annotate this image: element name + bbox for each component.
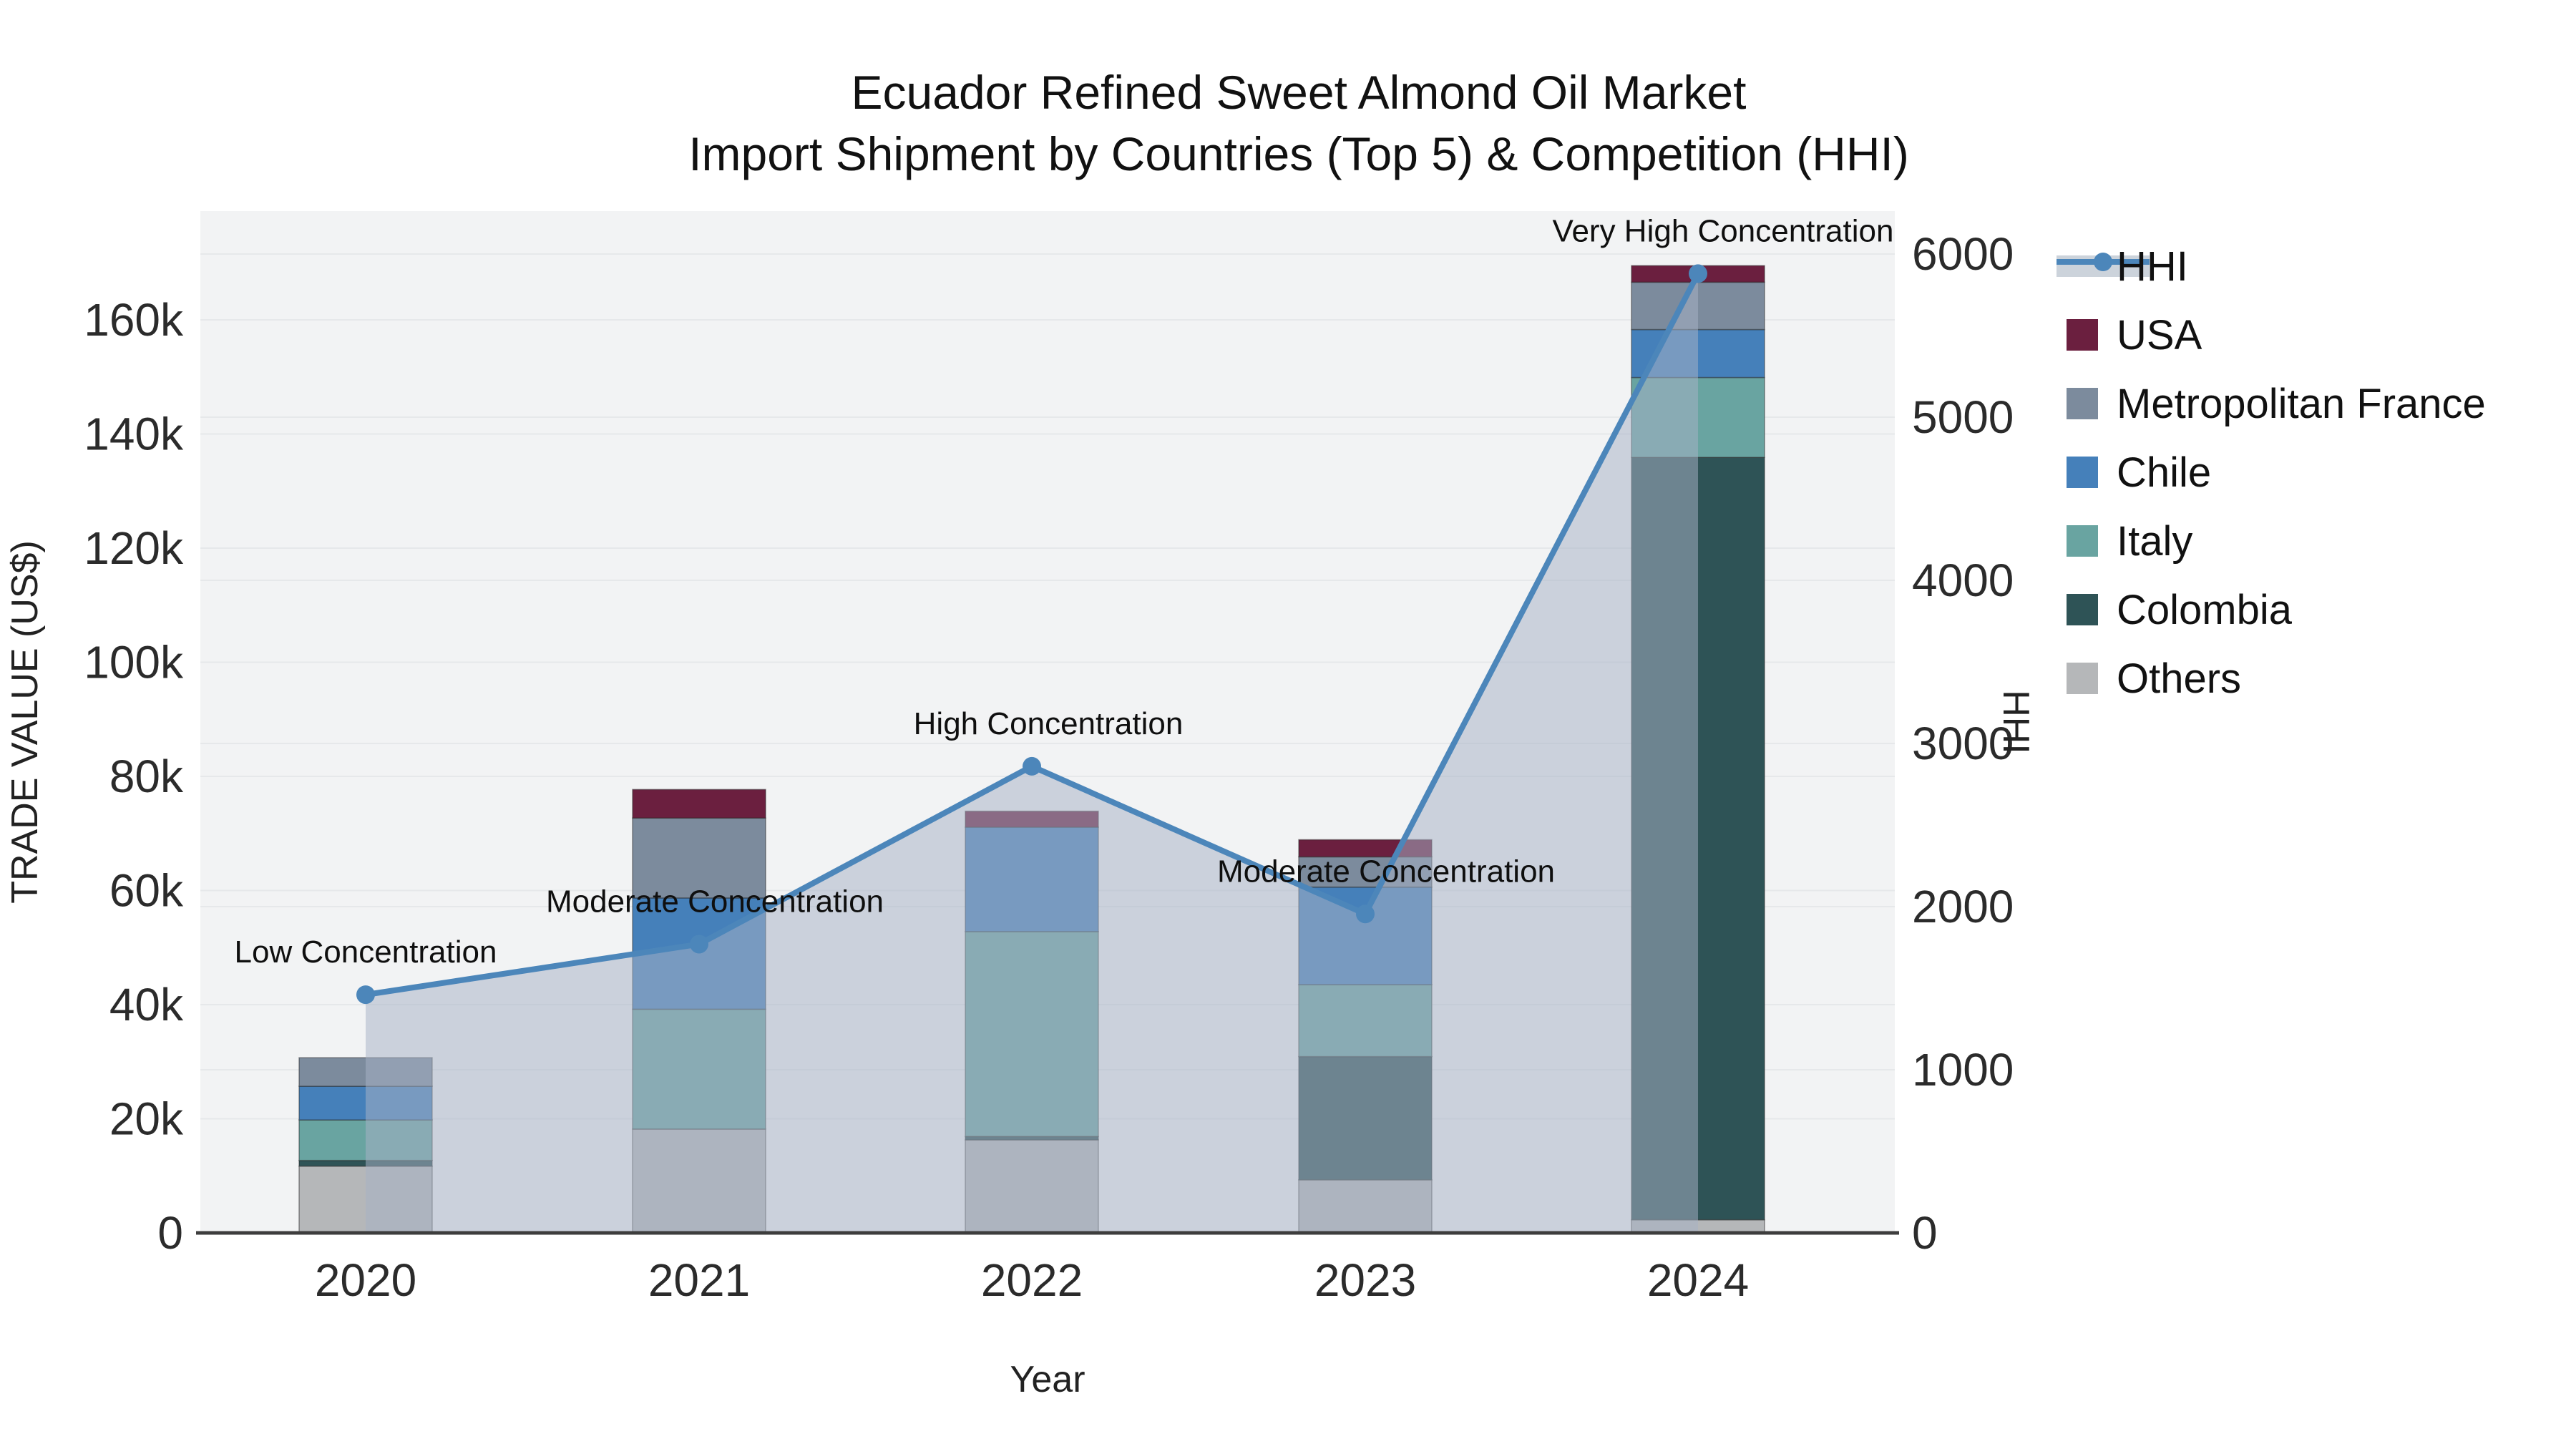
chart-title-line1: Ecuador Refined Sweet Almond Oil Market [852,66,1747,119]
x-tick-2022: 2022 [981,1254,1083,1306]
y-axis-title-left: TRADE VALUE (US$) [4,540,46,904]
annotations: Low Concentration Moderate Concentration H… [235,213,1894,970]
hhi-line-series [356,264,1707,1005]
bar-segment-usa-2021[interactable] [632,789,766,819]
y-left-tick-20k: 20k [109,1093,184,1145]
legend-label: Others [2117,655,2241,702]
hhi-area [366,273,1698,1233]
y-right-tick-1000: 1000 [1912,1044,2014,1096]
legend-label: Metropolitan France [2117,381,2486,427]
legend-swatch-others [2067,663,2098,694]
hhi-marker-2020[interactable] [356,985,375,1005]
legend-swatch-italy [2067,525,2098,557]
x-tick-2024: 2024 [1647,1254,1749,1306]
hhi-marker-2022[interactable] [1023,756,1041,776]
hhi-area-fill [366,273,1698,1233]
legend: HHI USA Metropolitan France Chile Italy Colom… [2057,243,2486,702]
hhi-marker-2021[interactable] [690,935,708,954]
legend-label: USA [2117,312,2202,358]
legend-label: Chile [2117,449,2211,496]
legend-label: HHI [2117,243,2188,290]
annotation-2023: Moderate Concentration [1217,854,1555,889]
y-left-tick-80k: 80k [109,751,184,802]
y-right-tick-4000: 4000 [1912,555,2014,606]
legend-item-hhi[interactable]: HHI [2057,243,2188,290]
hhi-marker-2024[interactable] [1689,264,1707,283]
y-right-tick-0: 0 [1912,1207,1938,1259]
axes: 0 20k 40k 60k 80k 100k 120k 140k 160k 0 1000 2000 30… [84,228,2014,1306]
x-tick-2020: 2020 [315,1254,416,1306]
y-right-tick-5000: 5000 [1912,391,2014,443]
y-left-tick-140k: 140k [84,409,184,460]
legend-item-italy[interactable]: Italy [2067,518,2192,565]
y-left-tick-40k: 40k [109,979,184,1030]
legend-label: Colombia [2117,587,2293,633]
legend-swatch-colombia [2067,594,2098,625]
chart-title-line2: Import Shipment by Countries (Top 5) & C… [688,127,1909,180]
y-left-tick-160k: 160k [84,294,184,346]
legend-item-metropolitan-france[interactable]: Metropolitan France [2067,381,2486,427]
legend-swatch-usa [2067,319,2098,351]
legend-swatch-chile [2067,457,2098,488]
annotation-2021: Moderate Concentration [546,884,884,919]
y-left-tick-100k: 100k [84,637,184,688]
legend-item-chile[interactable]: Chile [2067,449,2211,496]
x-tick-2023: 2023 [1314,1254,1416,1306]
x-axis-title: Year [1010,1359,1085,1400]
x-tick-2021: 2021 [648,1254,750,1306]
y-axis-title-right: HHI [1995,690,2036,754]
annotation-2022: High Concentration [914,706,1184,741]
hhi-marker-2023[interactable] [1356,904,1375,924]
y-left-tick-60k: 60k [109,865,184,917]
annotation-2024: Very High Concentration [1553,213,1894,248]
y-right-tick-6000: 6000 [1912,228,2014,280]
y-right-tick-2000: 2000 [1912,881,2014,932]
legend-item-others[interactable]: Others [2067,655,2241,702]
y-left-tick-0: 0 [157,1207,183,1259]
y-right-tick-3000: 3000 [1912,718,2014,769]
legend-hhi-marker [2094,253,2112,271]
legend-item-usa[interactable]: USA [2067,312,2202,358]
y-left-tick-120k: 120k [84,522,184,574]
legend-item-colombia[interactable]: Colombia [2067,587,2293,633]
legend-label: Italy [2117,518,2192,565]
annotation-2020: Low Concentration [235,935,497,970]
legend-swatch-metropolitan-france [2067,388,2098,419]
bar-segment-metropolitan-france-2021[interactable] [632,817,766,899]
